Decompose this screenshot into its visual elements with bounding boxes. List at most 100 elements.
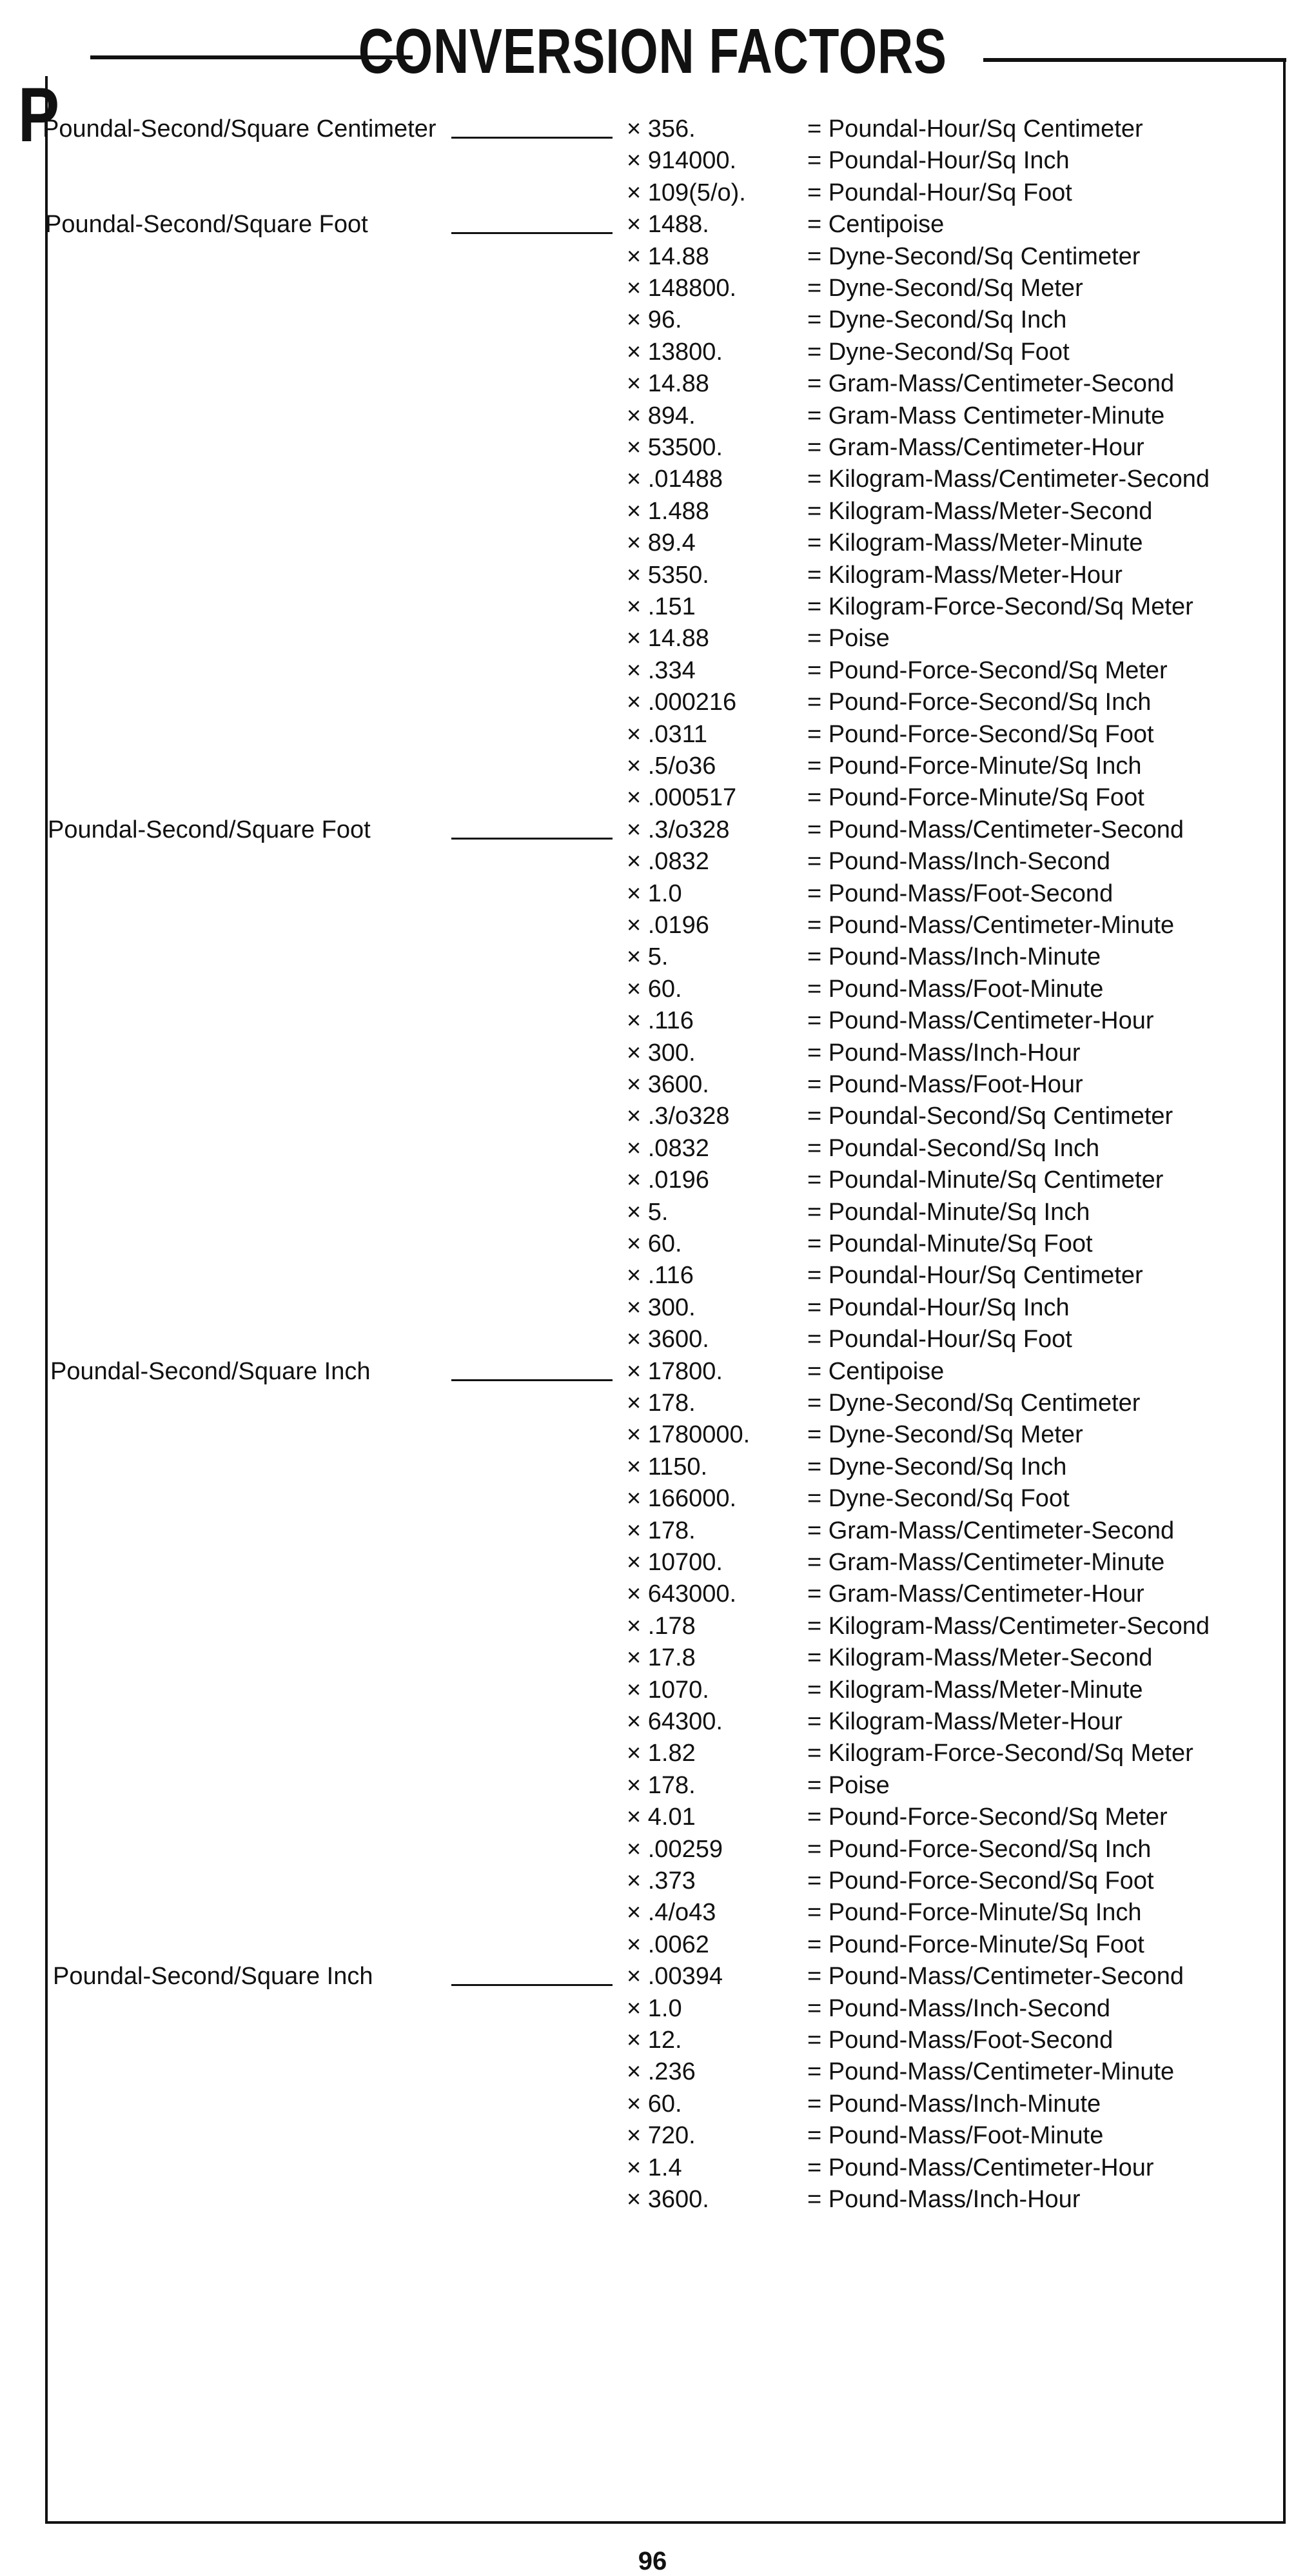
conversion-row: × .236 = Pound-Mass/Centimeter-Minute [0,2056,1305,2088]
conversion-row: × 894. = Gram-Mass Centimeter-Minute [0,400,1305,432]
conversion-factor: × 178. [627,1390,696,1417]
target-unit: = Poundal-Minute/Sq Foot [807,1230,1093,1257]
target-unit: = Pound-Mass/Foot-Minute [807,2122,1104,2150]
target-unit: = Pound-Force-Second/Sq Meter [807,656,1168,684]
conversion-factor: × 13800. [627,338,723,366]
conversion-factor: × .0832 [627,1134,709,1162]
conversion-row: × 10700. = Gram-Mass/Centimeter-Minute [0,1547,1305,1578]
target-unit: = Gram-Mass/Centimeter-Minute [807,1549,1165,1576]
conversion-row: × 720. = Pound-Mass/Foot-Minute [0,2120,1305,2152]
conversion-factor: × .178 [627,1612,696,1640]
conversion-factor: × 1488. [627,211,709,239]
target-unit: = Poundal-Second/Sq Centimeter [807,1103,1173,1130]
conversion-row: Poundal-Second/Square Foot × .3/o328 = Pou… [0,814,1305,846]
conversion-factor: × .000517 [627,784,737,812]
page-title-wrap: CONVERSION FACTORS [0,19,1305,83]
conversion-row: × 1.4 = Pound-Mass/Centimeter-Hour [0,2152,1305,2184]
conversion-row: × 300. = Pound-Mass/Inch-Hour [0,1037,1305,1069]
target-unit: = Gram-Mass/Centimeter-Second [807,1517,1175,1544]
conversion-factor: × 5. [627,943,669,971]
conversion-factor: × 166000. [627,1485,737,1513]
conversion-row: × .01488 = Kilogram-Mass/Centimeter-Secon… [0,464,1305,495]
target-unit: = Pound-Force-Minute/Sq Inch [807,1899,1142,1927]
conversion-row: Poundal-Second/Square Inch × .00394 = Poun… [0,1961,1305,1992]
source-unit-label: Poundal-Second/Square Inch [53,1963,373,1991]
conversion-factor: × 148800. [627,275,737,302]
conversion-factor: × .0196 [627,1166,709,1194]
conversion-factor: × .5/o36 [627,752,716,780]
target-unit: = Kilogram-Mass/Centimeter-Second [807,1612,1210,1640]
conversion-factor: × 64300. [627,1708,723,1735]
conversion-factor: × 1.4 [627,2154,682,2181]
conversion-row: × 166000. = Dyne-Second/Sq Foot [0,1483,1305,1515]
target-unit: = Centipoise [807,1357,945,1385]
target-unit: = Dyne-Second/Sq Meter [807,275,1083,302]
target-unit: = Pound-Mass/Inch-Hour [807,1039,1081,1067]
target-unit: = Kilogram-Force-Second/Sq Meter [807,593,1193,620]
conversion-row: × .116 = Pound-Mass/Centimeter-Hour [0,1005,1305,1037]
conversion-row: × .0062 = Pound-Force-Minute/Sq Foot [0,1929,1305,1961]
conversion-row: × 5. = Poundal-Minute/Sq Inch [0,1197,1305,1228]
target-unit: = Pound-Mass/Centimeter-Hour [807,1007,1154,1035]
target-unit: = Pound-Mass/Centimeter-Minute [807,912,1175,939]
conversion-row: × 109(5/o). = Poundal-Hour/Sq Foot [0,177,1305,209]
conversion-row: × 53500. = Gram-Mass/Centimeter-Hour [0,432,1305,464]
target-unit: = Pound-Mass/Foot-Minute [807,975,1104,1003]
target-unit: = Kilogram-Mass/Meter-Second [807,1644,1153,1672]
conversion-row: × .116 = Poundal-Hour/Sq Centimeter [0,1260,1305,1292]
target-unit: = Poundal-Hour/Sq Inch [807,1293,1070,1321]
conversion-factor: × .0196 [627,912,709,939]
target-unit: = Poundal-Second/Sq Inch [807,1134,1100,1162]
source-unit-label: Poundal-Second/Square Foot [45,211,368,239]
conversion-row: × 64300. = Kilogram-Mass/Meter-Hour [0,1706,1305,1738]
conversion-row: × 5350. = Kilogram-Mass/Meter-Hour [0,560,1305,591]
conversion-row: × 14.88 = Poise [0,623,1305,654]
target-unit: = Poundal-Minute/Sq Centimeter [807,1166,1164,1194]
conversion-factor: × .0832 [627,848,709,876]
conversion-factor: × 720. [627,2122,696,2150]
leader-line [451,232,613,235]
conversion-row: × 96. = Dyne-Second/Sq Inch [0,304,1305,336]
conversion-factor: × 643000. [627,1580,737,1608]
conversion-factor: × 1.488 [627,497,709,525]
conversion-factor: × .3/o328 [627,1103,730,1130]
conversion-row: × 17.8 = Kilogram-Mass/Meter-Second [0,1642,1305,1674]
conversion-factor: × .116 [627,1007,694,1035]
target-unit: = Poise [807,1771,890,1799]
conversion-row: × .151 = Kilogram-Force-Second/Sq Meter [0,591,1305,623]
conversion-factor: × 178. [627,1517,696,1544]
conversion-factor: × .236 [627,2058,696,2086]
target-unit: = Dyne-Second/Sq Inch [807,1453,1067,1480]
target-unit: = Kilogram-Mass/Meter-Minute [807,1676,1143,1704]
conversion-factor: × .000216 [627,689,737,716]
target-unit: = Dyne-Second/Sq Centimeter [807,1390,1141,1417]
conversion-factor: × 1780000. [627,1421,751,1449]
conversion-factor: × .4/o43 [627,1899,716,1927]
conversion-row: × 60. = Pound-Mass/Inch-Minute [0,2089,1305,2120]
conversion-factor: × 300. [627,1039,696,1067]
target-unit: = Kilogram-Mass/Meter-Minute [807,529,1143,557]
conversion-factor: × 1.0 [627,880,682,907]
target-unit: = Pound-Mass/Inch-Hour [807,2186,1081,2213]
conversion-factor: × .01488 [627,466,723,493]
target-unit: = Pound-Force-Second/Sq Inch [807,689,1152,716]
conversion-factor: × 109(5/o). [627,179,746,206]
conversion-row: × 1.0 = Pound-Mass/Foot-Second [0,878,1305,910]
target-unit: = Poundal-Hour/Sq Foot [807,1326,1072,1353]
conversion-factor: × .373 [627,1867,696,1894]
conversion-row: × .0832 = Pound-Mass/Inch-Second [0,846,1305,878]
conversion-row: × .373 = Pound-Force-Second/Sq Foot [0,1865,1305,1897]
conversion-factor: × 60. [627,1230,682,1257]
conversion-factor: × .116 [627,1262,694,1290]
conversion-factor: × 17.8 [627,1644,696,1672]
conversion-factor: × 894. [627,402,696,429]
leader-line [451,137,613,139]
section-letter: P [18,72,60,158]
conversion-factor: × 14.88 [627,242,709,270]
target-unit: = Pound-Mass/Foot-Second [807,2027,1114,2054]
target-unit: = Kilogram-Force-Second/Sq Meter [807,1740,1193,1767]
target-unit: = Pound-Mass/Centimeter-Second [807,1963,1184,1991]
conversion-row: × 14.88 = Dyne-Second/Sq Centimeter [0,241,1305,273]
target-unit: = Poundal-Minute/Sq Inch [807,1198,1090,1226]
target-unit: = Pound-Mass/Centimeter-Hour [807,2154,1154,2181]
